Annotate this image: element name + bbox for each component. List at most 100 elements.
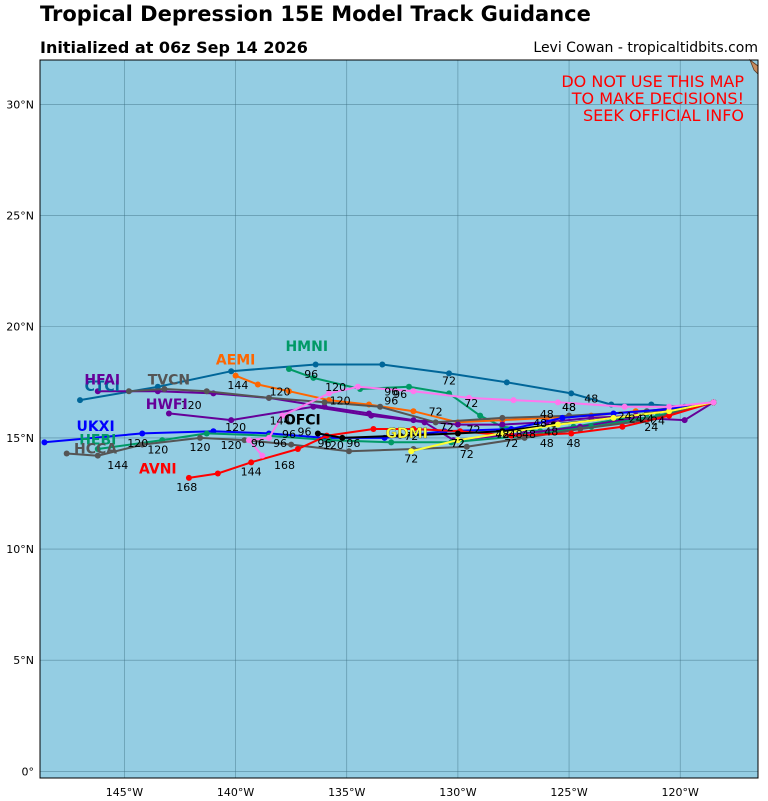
model-label: HCCA bbox=[74, 441, 117, 457]
warning-line-2: TO MAKE DECISIONS! bbox=[571, 89, 744, 108]
track-point bbox=[666, 408, 673, 415]
track-point bbox=[466, 394, 473, 401]
track-point bbox=[265, 434, 272, 441]
track-point bbox=[214, 470, 221, 477]
hour-label: 72 bbox=[466, 423, 480, 436]
track-point bbox=[285, 365, 292, 372]
hour-label: 96 bbox=[318, 437, 332, 450]
track-point bbox=[259, 452, 266, 459]
model-label: HFAI bbox=[84, 373, 120, 389]
track-point bbox=[161, 385, 168, 392]
track-point bbox=[503, 379, 510, 386]
track-point bbox=[410, 426, 417, 433]
track-point bbox=[559, 414, 566, 421]
track-point bbox=[245, 437, 252, 444]
track-point bbox=[139, 441, 146, 448]
hour-label: 96 bbox=[298, 426, 312, 439]
track-point bbox=[294, 446, 301, 453]
hour-label: 24 bbox=[651, 415, 665, 428]
track-point bbox=[228, 417, 235, 424]
track-point bbox=[94, 446, 101, 453]
model-label: OFCI bbox=[284, 413, 321, 429]
track-point bbox=[454, 430, 461, 437]
hour-label: 120 bbox=[323, 439, 344, 452]
model-label: CTCI bbox=[85, 379, 120, 395]
model-label: UKXI bbox=[76, 419, 114, 435]
track-point bbox=[279, 412, 286, 419]
track-point bbox=[463, 443, 470, 450]
hour-label: 72 bbox=[504, 437, 518, 450]
hour-label: 72 bbox=[404, 430, 418, 443]
hour-label: 72 bbox=[451, 437, 465, 450]
lon-tick-label: 125°W bbox=[550, 786, 587, 799]
track-point bbox=[666, 403, 673, 410]
track-point bbox=[94, 388, 101, 395]
track-point bbox=[63, 450, 70, 457]
track-point bbox=[77, 397, 84, 404]
track-point bbox=[232, 372, 239, 379]
hour-label: 48 bbox=[544, 426, 558, 439]
hour-label: 48 bbox=[522, 428, 536, 441]
hour-label: 144 bbox=[241, 466, 262, 479]
warning-line-1: DO NOT USE THIS MAP bbox=[561, 72, 744, 91]
track-unnamed bbox=[245, 383, 717, 459]
hour-label: 48 bbox=[509, 428, 523, 441]
hour-label: 72 bbox=[429, 406, 443, 419]
hour-label: 72 bbox=[404, 452, 418, 465]
lat-tick-label: 25°N bbox=[6, 210, 34, 223]
hour-label: 96 bbox=[304, 368, 318, 381]
hour-label: 120 bbox=[221, 439, 242, 452]
track-point bbox=[325, 390, 332, 397]
warning-line-3: SEEK OFFICIAL INFO bbox=[583, 106, 744, 125]
track-point bbox=[521, 434, 528, 441]
track-point bbox=[377, 403, 384, 410]
hour-label: 72 bbox=[460, 448, 474, 461]
track-point bbox=[165, 410, 172, 417]
hour-label: 24 bbox=[644, 421, 658, 434]
track-point bbox=[477, 412, 484, 419]
track-point bbox=[397, 432, 404, 439]
hour-label: 48 bbox=[562, 401, 576, 414]
track-point bbox=[421, 419, 428, 426]
track-point bbox=[185, 474, 192, 481]
track-point bbox=[325, 437, 332, 444]
hour-label: 72 bbox=[440, 421, 454, 434]
hour-label: 96 bbox=[251, 437, 265, 450]
lat-tick-label: 5°N bbox=[13, 654, 34, 667]
model-label: GDMI bbox=[386, 426, 428, 442]
track-point bbox=[499, 430, 506, 437]
lat-tick-label: 20°N bbox=[6, 321, 34, 334]
init-time-subtitle: Initialized at 06z Sep 14 2026 bbox=[40, 38, 308, 57]
track-point bbox=[406, 383, 413, 390]
hour-label: 120 bbox=[147, 443, 168, 456]
hour-label: 144 bbox=[107, 459, 128, 472]
track-point bbox=[310, 403, 317, 410]
track-point bbox=[321, 399, 328, 406]
track-point bbox=[681, 417, 688, 424]
hour-label: 24 bbox=[629, 412, 643, 425]
track-point bbox=[254, 381, 261, 388]
hour-label: 120 bbox=[330, 395, 351, 408]
hour-label: 24 bbox=[618, 410, 632, 423]
track-point bbox=[154, 383, 161, 390]
track-point bbox=[610, 414, 617, 421]
track-point bbox=[619, 423, 626, 430]
track-point bbox=[314, 430, 321, 437]
track-point bbox=[94, 452, 101, 459]
track-point bbox=[446, 370, 453, 377]
hour-label: 120 bbox=[325, 381, 346, 394]
track-point bbox=[610, 410, 617, 417]
track-point bbox=[410, 408, 417, 415]
hour-label: 120 bbox=[225, 421, 246, 434]
track-point bbox=[554, 399, 561, 406]
track-point bbox=[454, 437, 461, 444]
lat-tick-label: 0° bbox=[22, 765, 35, 778]
lon-tick-label: 140°W bbox=[217, 786, 254, 799]
model-label: HEBI bbox=[79, 433, 116, 449]
track-point bbox=[228, 368, 235, 375]
track-point bbox=[508, 432, 515, 439]
track-point bbox=[554, 421, 561, 428]
track-point bbox=[248, 459, 255, 466]
